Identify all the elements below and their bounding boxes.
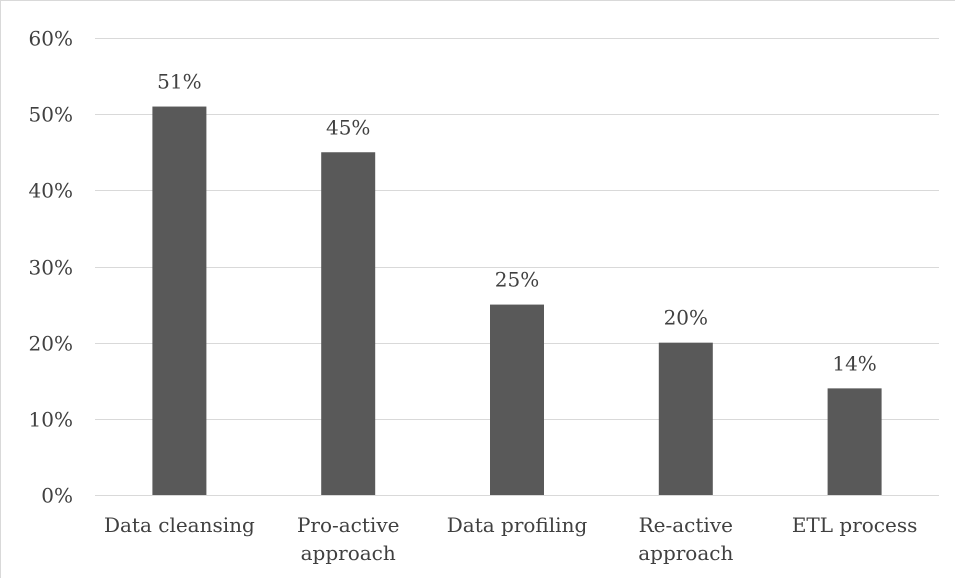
bar (490, 304, 544, 495)
y-tick-label: 50% (29, 103, 73, 127)
category-label: Data profiling (447, 513, 588, 537)
data-labels: 51% 45% 25% 20% 14% (157, 70, 877, 376)
data-label: 20% (664, 306, 708, 330)
y-tick-label: 10% (29, 408, 73, 432)
y-tick-label: 30% (29, 256, 73, 280)
bar (827, 388, 882, 495)
category-label: Re-active approach (638, 513, 733, 565)
category-label: Data cleansing (104, 513, 255, 537)
y-axis-tick-labels: 0% 10% 20% 30% 40% 50% 60% (29, 27, 73, 508)
bars (152, 106, 882, 496)
data-label: 45% (326, 115, 370, 139)
bar (658, 342, 713, 495)
y-tick-label: 0% (41, 484, 73, 508)
y-tick-label: 20% (29, 332, 73, 356)
category-label: Pro-active approach (297, 513, 400, 565)
data-label: 51% (157, 70, 201, 94)
category-label: ETL process (792, 513, 918, 537)
data-label: 25% (495, 268, 539, 292)
data-label: 14% (832, 351, 876, 375)
bar (321, 152, 376, 495)
bar (152, 106, 207, 496)
y-tick-label: 40% (29, 179, 73, 203)
category-labels: Data cleansing Pro-active approach Data pro… (104, 513, 917, 565)
y-tick-label: 60% (29, 27, 73, 51)
